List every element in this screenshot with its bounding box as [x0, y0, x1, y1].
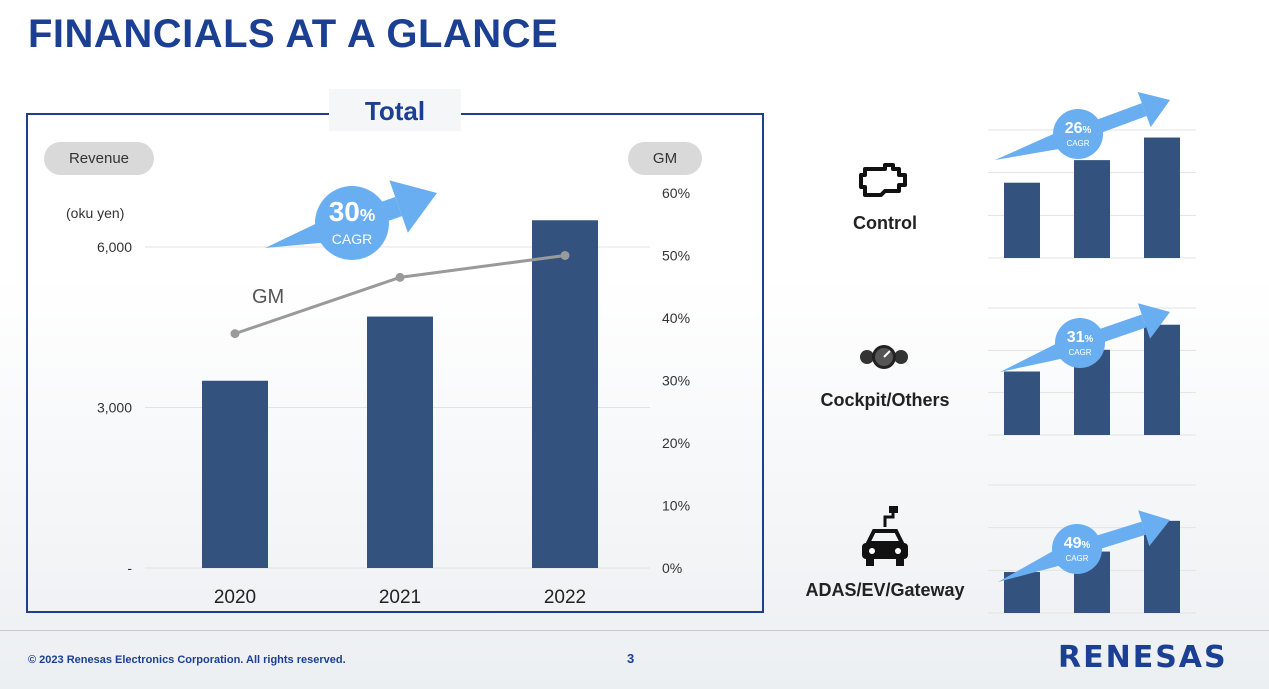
- segment-3-cagr-arrow-head: [1138, 510, 1170, 547]
- segment-3-cagr-badge: [1052, 524, 1102, 574]
- total-chart-title: Total: [329, 89, 461, 131]
- revenue-axis-label: Revenue: [44, 142, 154, 175]
- company-logo: RENESAS: [1058, 640, 1228, 675]
- segment-2-cagr-value: 31%: [1067, 329, 1094, 346]
- segment-3-cagr-value: 49%: [1064, 535, 1091, 552]
- segment-2-bar: [1144, 324, 1180, 435]
- segment-3-bar: [1004, 572, 1040, 613]
- segment-2-bar: [1074, 349, 1110, 435]
- segment-1-cagr-value: 26%: [1065, 120, 1092, 137]
- page-title: FINANCIALS AT A GLANCE: [28, 12, 559, 56]
- segment-1-cagr-badge: [1053, 109, 1103, 159]
- gauges-icon: [857, 342, 911, 377]
- gm-axis-label: GM: [628, 142, 702, 175]
- segment-1-cagr-arrow-shaft: [1075, 103, 1147, 141]
- ev-car-icon: [858, 505, 912, 574]
- segment-2-cagr-badge: [1055, 318, 1105, 368]
- page-number: 3: [627, 651, 635, 666]
- segment-2-cagr-arrow-shaft: [1077, 314, 1147, 350]
- segment-3-cagr-arrow-tail: [998, 540, 1080, 582]
- segment-1-cagr-arrow-tail: [995, 125, 1081, 160]
- segment-3-cagr-label: CAGR: [1065, 554, 1088, 563]
- segment-3-bar: [1144, 520, 1180, 613]
- segment-2-cagr-arrow-tail: [1000, 334, 1083, 372]
- total-chart-panel: [26, 113, 764, 613]
- segment-1-cagr-label: CAGR: [1066, 139, 1089, 148]
- segment-2-bar: [1004, 371, 1040, 435]
- copyright-text: © 2023 Renesas Electronics Corporation. …: [28, 654, 346, 666]
- segment-1-bar: [1004, 182, 1040, 258]
- segment-label-adas: ADAS/EV/Gateway: [805, 580, 965, 600]
- segment-label-control: Control: [853, 213, 917, 233]
- engine-icon: [857, 163, 911, 202]
- segment-1-bar: [1144, 137, 1180, 258]
- segment-2-cagr-label: CAGR: [1068, 348, 1091, 357]
- segment-1-cagr-arrow-head: [1137, 91, 1170, 128]
- footer-divider: [0, 630, 1269, 631]
- segment-3-cagr-arrow-shaft: [1074, 521, 1146, 556]
- segment-1-bar: [1074, 160, 1110, 258]
- segment-3-bar: [1074, 551, 1110, 613]
- segment-2-cagr-arrow-head: [1137, 303, 1170, 339]
- segment-label-cockpit: Cockpit/Others: [820, 390, 950, 410]
